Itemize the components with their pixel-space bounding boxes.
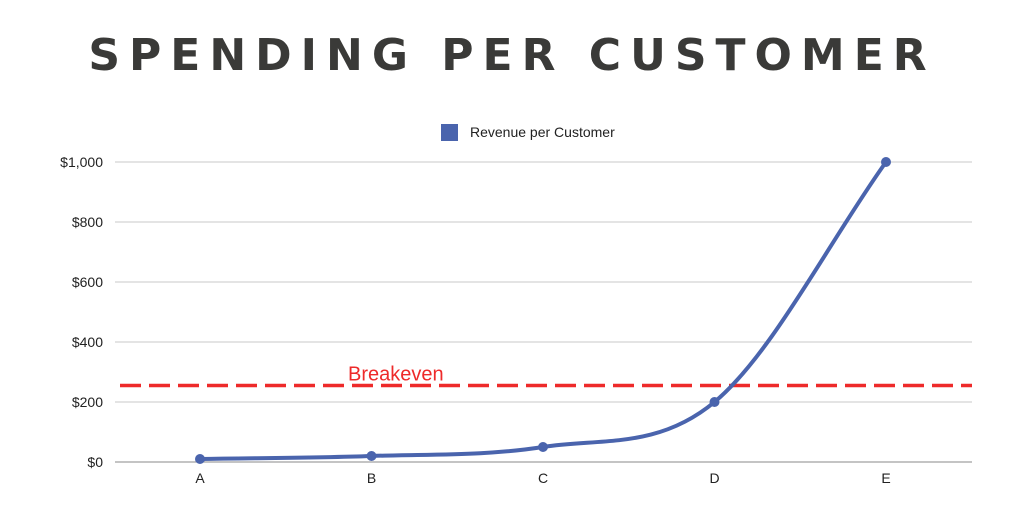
y-tick-label: $1,000 (60, 154, 103, 170)
y-tick-label: $600 (72, 274, 103, 290)
series-line (198, 160, 888, 461)
data-point (881, 157, 891, 167)
breakeven-label: Breakeven (348, 364, 444, 386)
x-tick-label: A (195, 470, 205, 486)
y-tick-label: $800 (72, 214, 103, 230)
data-point (709, 397, 720, 407)
x-tick-label: B (367, 470, 376, 486)
y-tick-label: $200 (72, 394, 103, 410)
y-tick-label: $400 (72, 334, 103, 350)
x-tick-label: E (881, 470, 890, 486)
data-point (366, 451, 377, 461)
legend-swatch (441, 124, 458, 141)
data-point (195, 454, 205, 464)
x-tick-label: D (709, 470, 719, 486)
data-point (538, 442, 548, 452)
chart-title: SPENDING PER CUSTOMER (88, 30, 936, 81)
x-tick-label: C (538, 470, 548, 486)
legend-label: Revenue per Customer (470, 124, 615, 140)
y-tick-label: $0 (87, 454, 103, 470)
